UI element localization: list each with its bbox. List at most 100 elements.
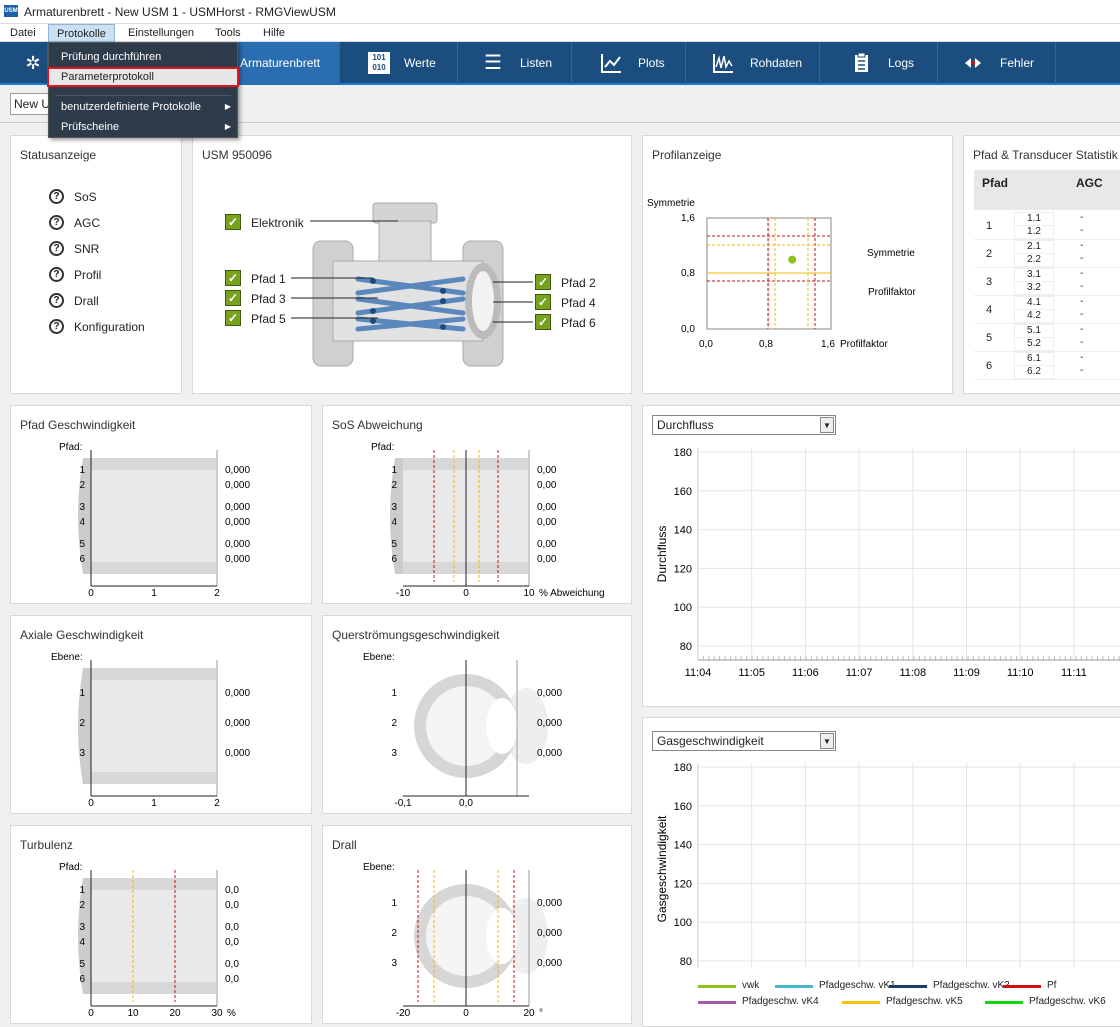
y-tick-label: 100 <box>674 917 692 929</box>
turb-chart: Pfad: 1 0,0 2 0,0 3 0,0 4 0,0 5 0,0 6 0,0 0 10 20 30% <box>59 862 239 1019</box>
row-value: 0,000 <box>225 554 250 565</box>
row-label: 5 <box>391 539 397 550</box>
row-label: 3 <box>79 502 85 513</box>
stats-pfad-cell: 2 <box>986 248 993 260</box>
menu-item-pruefscheine[interactable]: Prüfscheine ▶ <box>49 117 237 137</box>
row-value: 0,000 <box>537 688 562 699</box>
legend-swatch <box>698 985 736 988</box>
x-tick-label: 20 <box>523 1008 535 1019</box>
stats-agc-cell: - <box>1080 324 1084 335</box>
legend-swatch <box>775 985 813 988</box>
axis-label: Ebene: <box>363 652 395 663</box>
pipe-opening <box>486 698 518 754</box>
nav-logs[interactable]: Logs <box>820 42 938 85</box>
row-value: 0,000 <box>537 898 562 909</box>
connector-lines <box>291 220 533 323</box>
y-axis-label: Durchfluss <box>655 526 669 583</box>
profil-ytick: 0,0 <box>681 324 695 335</box>
stats-panel: Pfad & Transducer Statistik Pfad AGC 1 1.… <box>963 135 1120 394</box>
chart1-select[interactable]: Durchfluss ▼ <box>652 415 836 435</box>
row-label: 3 <box>391 958 397 969</box>
menu-hilfe[interactable]: Hilfe <box>263 27 286 39</box>
question-icon: ? <box>49 293 64 308</box>
x-tick-label: 11:08 <box>899 667 926 679</box>
nav-werte[interactable]: 101 010 Werte <box>340 42 458 85</box>
menu-item-parameterprotokoll[interactable]: Parameterprotokoll <box>47 67 239 87</box>
nav-rohdaten[interactable]: Rohdaten <box>686 42 820 85</box>
row-value: 0,000 <box>225 718 250 729</box>
nav-label: Rohdaten <box>750 56 803 70</box>
menu-item-pruefung[interactable]: Prüfung durchführen <box>61 51 162 63</box>
x-tick-label: 11:11 <box>1061 667 1087 679</box>
x-tick-label: 11:06 <box>792 667 819 679</box>
nav-fehler[interactable]: Fehler <box>938 42 1056 85</box>
row-label: 4 <box>79 517 85 528</box>
axial-chart: Ebene: 1 0,000 2 0,000 3 0,000 0 1 2 <box>51 652 250 809</box>
legend-swatch <box>889 985 927 988</box>
check-pfad1-icon: ✓ <box>225 270 241 286</box>
pipe-opening <box>504 898 548 974</box>
stats-sub-cell: 1.2 <box>1014 225 1054 239</box>
x-tick-label: 10 <box>127 1008 139 1019</box>
axis-label: Pfad: <box>59 862 82 873</box>
sos-panel: SoS Abweichung Pfad: 1 0,00 2 0,00 3 0,00 4 0,00… <box>322 405 632 604</box>
row-value: 0,0 <box>225 922 239 933</box>
menu-item-benutzerdefinierte[interactable]: benutzerdefinierte Protokolle ▶ <box>49 97 237 117</box>
nav-home[interactable]: ✲ <box>0 42 48 85</box>
check-elektronik-icon: ✓ <box>225 214 241 230</box>
legend-swatch <box>985 1001 1023 1004</box>
label-elektronik: Elektronik <box>251 216 304 230</box>
row-label: 5 <box>79 539 85 550</box>
axis-label: Ebene: <box>51 652 83 663</box>
row-value: 0,000 <box>225 517 250 528</box>
chart2-select[interactable]: Gasgeschwindigkeit ▼ <box>652 731 836 751</box>
row-label: 1 <box>391 898 397 909</box>
menu-einstellungen[interactable]: Einstellungen <box>128 27 195 39</box>
row-label: 2 <box>391 480 397 491</box>
y-tick-label: 180 <box>674 447 692 459</box>
y-tick-label: 80 <box>680 956 692 968</box>
x-tick-label: 0 <box>463 588 469 599</box>
nav-listen[interactable]: ☰ Listen <box>458 42 572 85</box>
nav-armaturenbrett[interactable]: Armaturenbrett <box>226 42 340 85</box>
stats-agc-cell: - <box>1080 268 1084 279</box>
digital-values-icon: 101 010 <box>368 52 390 74</box>
y-axis-label: Gasgeschwindigkeit <box>655 815 669 922</box>
window-title: Armaturenbrett - New USM 1 - USMHorst - … <box>24 5 336 19</box>
menu-protokolle[interactable]: Protokolle <box>48 24 115 42</box>
panel-title: Pfad & Transducer Statistik <box>973 148 1118 162</box>
stats-header: Pfad AGC <box>974 170 1120 210</box>
panel-title: Turbulenz <box>20 838 73 852</box>
stats-agc-cell: - <box>1080 225 1084 236</box>
x-tick-label: 30 <box>211 1008 223 1019</box>
panel-title: USM 950096 <box>202 148 273 162</box>
row-value: 0,000 <box>537 718 562 729</box>
nav-plots[interactable]: Plots <box>572 42 686 85</box>
row-label: 4 <box>391 517 397 528</box>
stats-pfad-cell: 4 <box>986 304 993 316</box>
stats-sub-cell: 2.2 <box>1014 253 1054 267</box>
question-icon: ? <box>49 189 64 204</box>
panel-title: Querströmungsgeschwindigkeit <box>332 628 500 642</box>
row-value: 0,000 <box>225 465 250 476</box>
row-label: 2 <box>391 928 397 939</box>
row-value: 0,000 <box>225 688 250 699</box>
row-label: 1 <box>79 688 85 699</box>
stats-table: 1 1.1 - 1.2 - 2 2.1 - 2.2 - 3 3.1 - 3.2 - 4 4.1 - 4.2 - 5 5.1… <box>974 212 1120 380</box>
document-selector[interactable]: New USM 1 <box>10 93 50 115</box>
row-label: 1 <box>79 465 85 476</box>
row-value: 0,000 <box>225 539 250 550</box>
x-tick-label: 11:10 <box>1007 667 1034 679</box>
select-value: Durchfluss <box>657 418 714 432</box>
stats-pfad-cell: 6 <box>986 360 993 372</box>
y-tick-label: 100 <box>674 602 692 614</box>
row-value: 0,00 <box>537 517 557 528</box>
panel-title: Statusanzeige <box>20 148 97 162</box>
nav-label: Armaturenbrett <box>240 56 321 70</box>
menu-tools[interactable]: Tools <box>215 27 241 39</box>
nav-label: Fehler <box>1000 56 1035 70</box>
panel-title: Drall <box>332 838 357 852</box>
menu-datei[interactable]: Datei <box>10 27 36 39</box>
check-pfad6-icon: ✓ <box>535 314 551 330</box>
gasgeschw-chart: 1801601401201008011:0411:0511:0611:0711:… <box>655 762 1120 968</box>
